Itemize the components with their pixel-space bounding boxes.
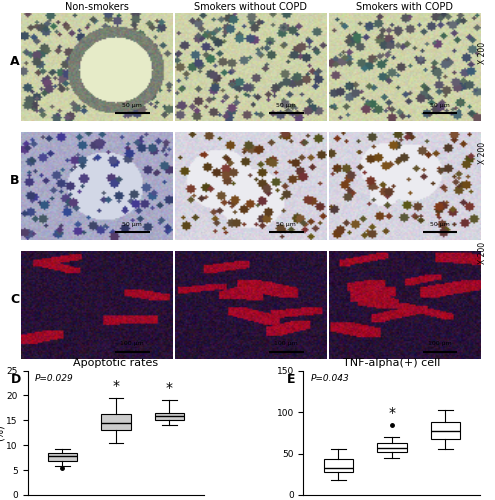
Text: *: * [166, 382, 173, 396]
Text: 50 μm: 50 μm [430, 222, 450, 227]
Text: 50 μm: 50 μm [122, 102, 142, 108]
Text: E: E [287, 373, 295, 386]
PathPatch shape [324, 460, 353, 472]
Text: 100 μm: 100 μm [428, 342, 452, 346]
Y-axis label: (%): (%) [0, 424, 5, 441]
PathPatch shape [431, 422, 460, 438]
Text: 100 μm: 100 μm [120, 342, 144, 346]
Text: P=0.029: P=0.029 [35, 374, 73, 384]
Title: Smokers without COPD: Smokers without COPD [194, 2, 307, 12]
Text: P=0.043: P=0.043 [310, 374, 349, 384]
Text: 50 μm: 50 μm [276, 102, 296, 108]
Title: TNF-alpha(+) cell: TNF-alpha(+) cell [343, 358, 441, 368]
Text: *: * [112, 379, 119, 393]
Text: 50 μm: 50 μm [430, 102, 450, 108]
PathPatch shape [101, 414, 131, 430]
Text: C: C [10, 294, 19, 306]
Text: X 200: X 200 [478, 142, 487, 164]
Text: X 200: X 200 [478, 242, 487, 264]
Text: A: A [10, 54, 19, 68]
Text: 50 μm: 50 μm [122, 222, 142, 227]
PathPatch shape [48, 452, 77, 461]
PathPatch shape [377, 443, 406, 452]
Text: 100 μm: 100 μm [274, 342, 298, 346]
Text: D: D [11, 373, 21, 386]
Title: Smokers with COPD: Smokers with COPD [356, 2, 453, 12]
Text: *: * [388, 406, 396, 419]
Title: Non-smokers: Non-smokers [65, 2, 129, 12]
Text: X 200: X 200 [478, 42, 487, 64]
Text: 50 μm: 50 μm [276, 222, 296, 227]
Title: Apoptotic rates: Apoptotic rates [73, 358, 158, 368]
PathPatch shape [155, 413, 184, 420]
Text: B: B [10, 174, 19, 187]
